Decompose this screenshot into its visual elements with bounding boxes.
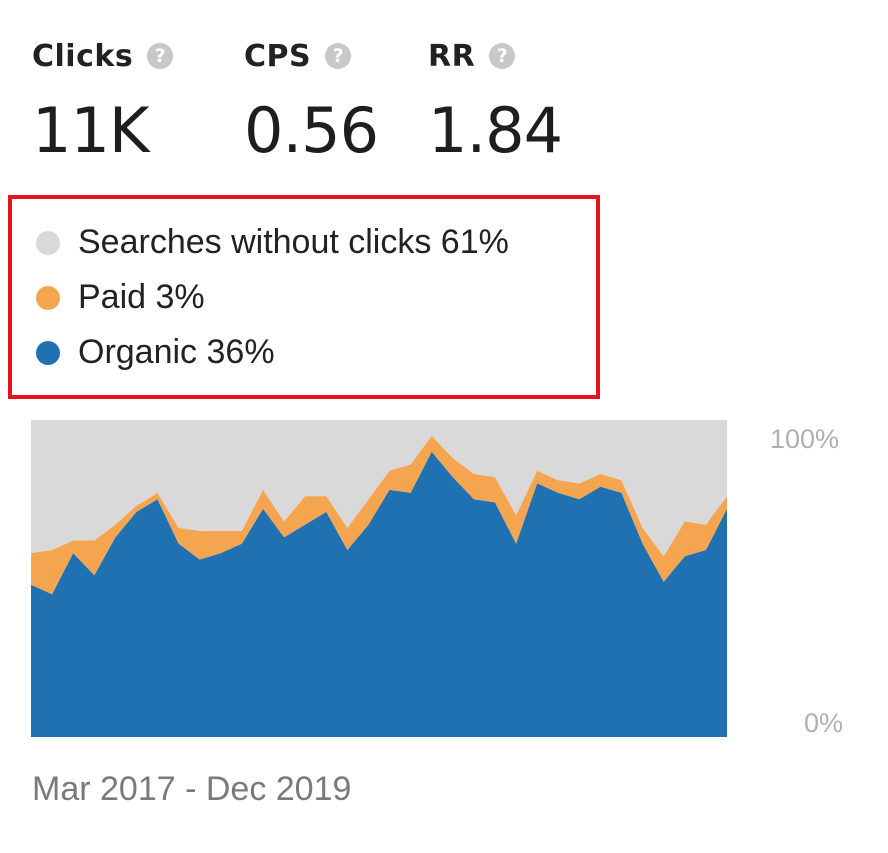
legend-label: Paid 3% [78,278,205,316]
legend-dot [36,340,60,365]
area-chart-svg [31,420,727,737]
y-tick-label-bottom: 0% [804,708,844,738]
area-series-searches-without-clicks [31,420,727,557]
metric-clicks: Clicks ? 11K [32,36,174,167]
area-series-paid [31,435,727,595]
legend-label: Organic 36% [78,333,275,371]
legend-dot [36,230,60,255]
clicks-value: 11K [32,94,150,167]
question-mark-icon[interactable]: ? [325,43,352,69]
area-series-organic [31,451,727,737]
clicks-label: Clicks [32,38,134,74]
legend-label: Searches without clicks 61% [78,223,509,261]
legend-item-organic: Organic 36% [36,333,275,372]
question-mark-icon[interactable]: ? [147,43,174,69]
cps-value: 0.56 [244,94,379,167]
question-mark-icon[interactable]: ? [489,43,516,69]
y-tick-label-top: 100% [770,424,840,454]
legend-item-paid: Paid 3% [36,278,205,317]
legend-item-searches-without-clicks: Searches without clicks 61% [36,223,509,262]
date-range-label: Mar 2017 - Dec 2019 [32,770,352,808]
rr-value: 1.84 [428,94,563,167]
rr-label: RR [428,38,476,74]
legend-dot [36,285,60,310]
area-chart[interactable] [31,420,727,737]
metric-cps: CPS ? 0.56 [244,36,379,167]
metric-rr: RR ? 1.84 [428,36,563,167]
legend-highlight-box: Searches without clicks 61% Paid 3% Orga… [8,195,600,399]
cps-label: CPS [244,38,312,74]
